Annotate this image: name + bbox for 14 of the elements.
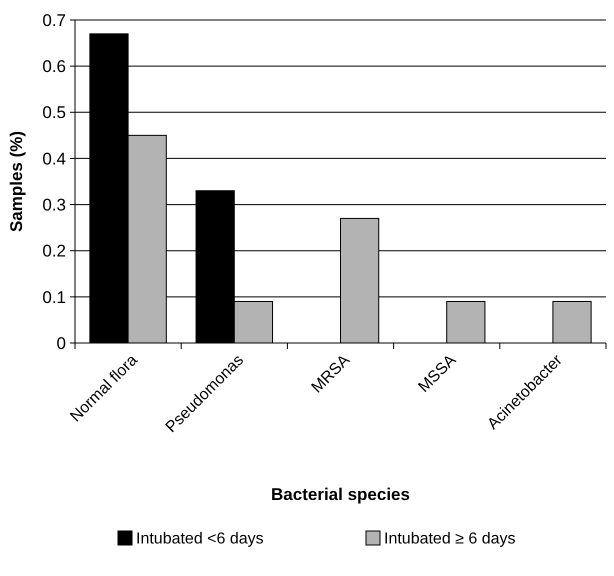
legend-label: Intubated ≥ 6 days [384, 530, 516, 548]
y-tick-label: 0.7 [42, 10, 66, 30]
y-tick-label: 0.4 [42, 149, 66, 168]
y-tick-label: 0.6 [42, 57, 66, 76]
legend-label: Intubated <6 days [136, 530, 264, 548]
y-tick-label: 0 [56, 334, 66, 353]
x-axis-title: Bacterial species [271, 485, 410, 504]
bar [552, 300, 592, 344]
y-tick-label: 0.2 [42, 242, 66, 261]
y-tick-label: 0.1 [42, 288, 66, 307]
bar [446, 300, 486, 344]
y-tick-label: 0.3 [42, 196, 66, 215]
y-tick-label: 0.5 [42, 103, 66, 122]
y-axis-title: Samples (%) [7, 130, 26, 232]
